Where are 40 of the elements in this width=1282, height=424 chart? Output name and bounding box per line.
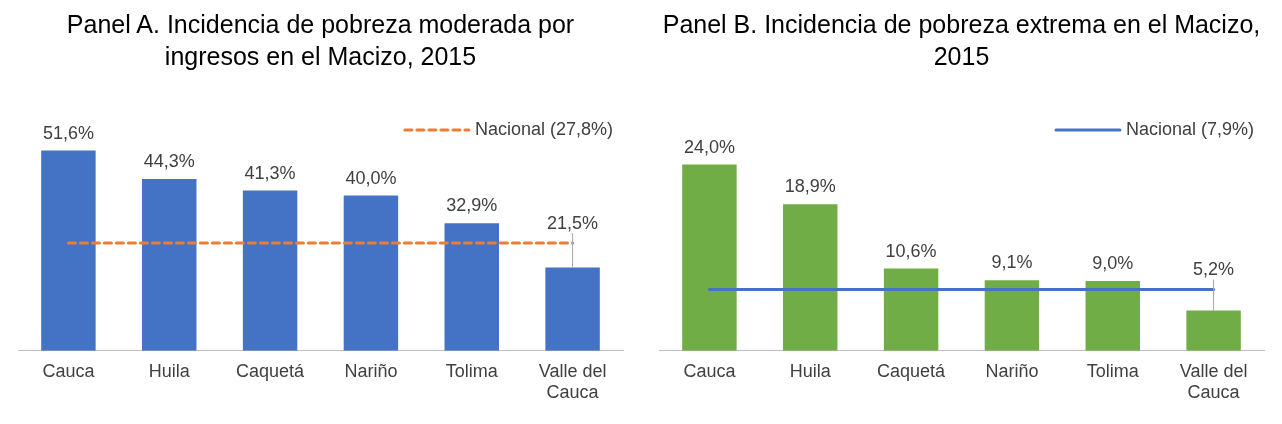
data-label: 51,6%: [42, 122, 94, 143]
bar: [883, 268, 939, 351]
chart-title: Panel B. Incidencia de pobreza extrema en el Macizo, 2015: [661, 9, 1262, 72]
x-tick-label: Cauca: [683, 360, 737, 381]
data-label: 9,0%: [1092, 252, 1134, 273]
bar: [142, 178, 197, 351]
bar: [783, 204, 838, 351]
x-tick-label: Nariño: [344, 360, 398, 381]
x-tick-label: Tolima: [1086, 360, 1140, 381]
bar: [984, 280, 1040, 351]
bar: [343, 195, 399, 351]
data-label: 32,9%: [446, 195, 498, 216]
legend-label: Nacional (27,8%): [474, 118, 614, 139]
chart-title: Panel A. Incidencia de pobreza moderada por ingresos en el Macizo, 2015: [65, 9, 576, 72]
data-label: 9,1%: [991, 252, 1033, 273]
data-label: 21,5%: [547, 212, 599, 233]
bar: [1085, 280, 1140, 351]
x-tick-label: Caquetá: [877, 360, 947, 381]
data-label: 44,3%: [143, 150, 195, 171]
data-label: 10,6%: [885, 240, 937, 261]
x-tick-label: Valle del Cauca: [1179, 360, 1248, 403]
x-tick-label: Valle del Cauca: [538, 360, 607, 403]
data-label: 5,2%: [1193, 259, 1235, 280]
bar: [242, 190, 298, 351]
bar: [444, 223, 499, 351]
x-tick-label: Caquetá: [236, 360, 306, 381]
data-label: 18,9%: [784, 176, 836, 197]
data-label: 40,0%: [345, 167, 397, 188]
x-tick-label: Tolima: [445, 360, 499, 381]
bar: [545, 267, 600, 351]
x-tick-label: Cauca: [42, 360, 96, 381]
data-label: 41,3%: [244, 162, 296, 183]
bar: [682, 164, 737, 351]
bar: [41, 150, 96, 351]
data-label: 24,0%: [683, 136, 735, 157]
x-tick-label: Huila: [148, 360, 191, 381]
x-tick-label: Huila: [789, 360, 832, 381]
x-tick-label: Nariño: [985, 360, 1039, 381]
legend-label: Nacional (7,9%): [1125, 118, 1255, 139]
bar: [1186, 310, 1241, 351]
